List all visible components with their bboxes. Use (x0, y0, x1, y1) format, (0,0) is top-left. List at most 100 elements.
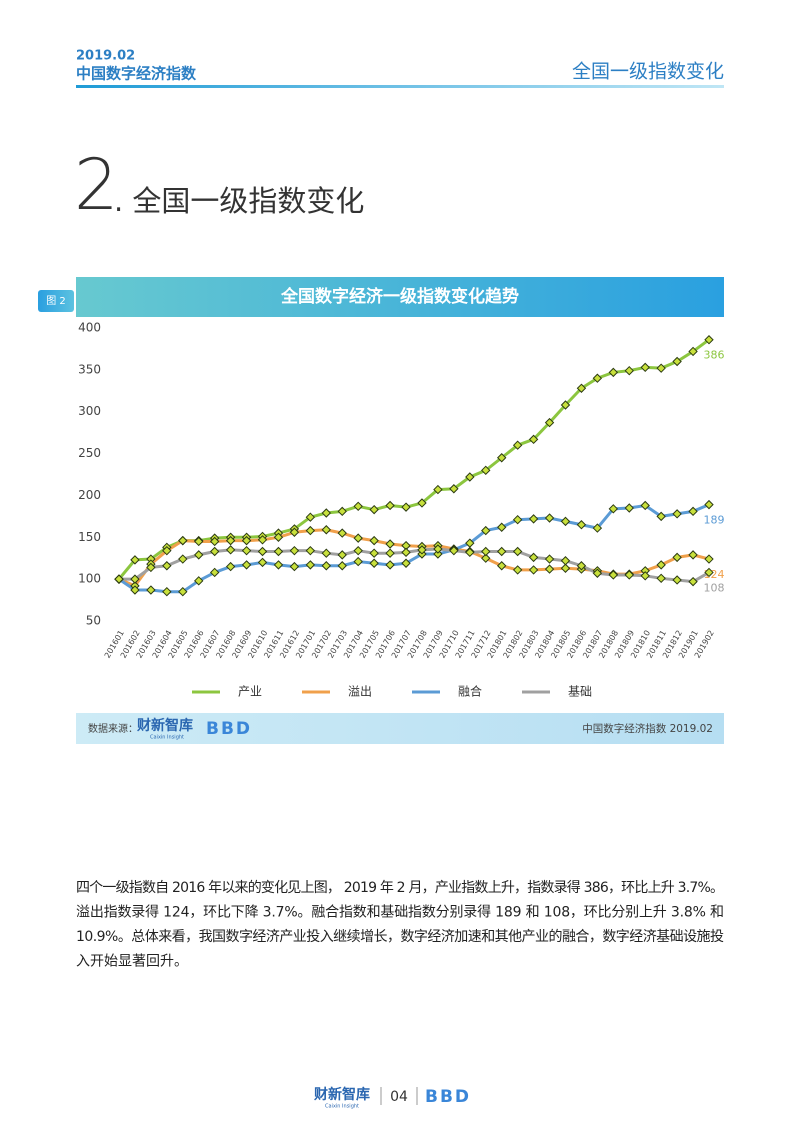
data-point (672, 356, 682, 367)
data-point (528, 514, 539, 524)
data-point (640, 500, 650, 511)
data-point (225, 561, 236, 572)
y-tick-label: 100 (78, 572, 101, 586)
data-point (385, 548, 395, 558)
footer-logo-sub: Caixin Insight (325, 1104, 359, 1110)
data-point (401, 502, 411, 512)
data-point (401, 558, 411, 568)
data-point (704, 499, 714, 510)
data-point (465, 538, 475, 548)
data-point (688, 506, 698, 517)
data-point (146, 585, 156, 595)
data-point (257, 546, 268, 557)
figure-tab (38, 290, 74, 312)
data-point (369, 504, 379, 515)
data-point (369, 548, 379, 558)
data-point (194, 576, 204, 586)
source-bar (76, 713, 724, 744)
data-point (225, 545, 236, 555)
data-point (353, 556, 363, 567)
data-point (624, 570, 634, 580)
data-point (289, 561, 300, 572)
data-point (576, 561, 587, 571)
data-point (417, 498, 427, 508)
y-tick-label: 300 (78, 404, 101, 418)
data-point (481, 553, 491, 563)
data-point (321, 561, 332, 571)
data-point (465, 547, 475, 558)
data-point (130, 555, 140, 565)
data-point (337, 561, 347, 571)
data-point (385, 500, 395, 511)
data-point (528, 552, 539, 563)
end-value-label: 386 (704, 349, 725, 362)
header-section: 全国一级指数变化 (572, 61, 724, 83)
data-point (321, 548, 332, 558)
data-point (576, 383, 587, 393)
data-point (560, 556, 571, 566)
data-point (496, 453, 507, 463)
data-point (385, 560, 395, 570)
data-point (289, 527, 300, 537)
data-point (225, 535, 236, 546)
data-point (688, 576, 698, 587)
data-point (369, 558, 379, 568)
legend-label: 基础 (568, 685, 592, 699)
data-point (512, 514, 523, 525)
data-point (592, 523, 603, 533)
end-value-label: 189 (704, 514, 725, 527)
data-point (496, 522, 507, 532)
end-value-label: 108 (704, 581, 725, 594)
data-point (257, 557, 268, 568)
data-point (178, 586, 188, 597)
data-point (481, 546, 491, 557)
data-point (305, 525, 316, 536)
footer-logo: 财新智库 (313, 1086, 370, 1103)
body-line: 入开始显著回升。 (76, 954, 188, 970)
data-point (592, 568, 603, 578)
body-text: 四个一级指数自 2016 年以来的变化见上图， 2019 年 2 月，产业指数上… (76, 879, 724, 970)
data-point (496, 561, 507, 571)
data-point (369, 535, 379, 546)
y-tick-label: 50 (86, 614, 101, 628)
y-tick-label: 250 (78, 446, 101, 460)
data-point (560, 516, 571, 527)
source-logo-sub: Caixin Insight (150, 735, 184, 741)
data-point (481, 525, 491, 536)
data-point (544, 564, 555, 574)
data-point (337, 550, 347, 560)
data-point (289, 545, 300, 556)
data-point (337, 506, 347, 517)
page-number: 04 (390, 1089, 408, 1105)
data-point (273, 560, 284, 570)
data-point (496, 546, 507, 557)
data-point (656, 560, 666, 570)
data-point (417, 545, 427, 555)
header-report: 中国数字经济指数 (76, 65, 197, 83)
data-point (241, 560, 252, 570)
data-point (305, 560, 316, 570)
data-point (449, 484, 459, 494)
data-point (321, 508, 332, 518)
data-point (146, 562, 156, 573)
data-point (401, 547, 411, 558)
data-point (528, 565, 539, 575)
data-point (688, 550, 698, 560)
data-point (130, 574, 140, 584)
data-point (656, 363, 666, 373)
data-point (209, 546, 220, 557)
data-point (209, 536, 220, 547)
source-logo: 财新智库 (136, 717, 193, 734)
series-line (117, 338, 710, 581)
data-point (385, 539, 395, 549)
data-point (162, 586, 172, 597)
y-tick-label: 200 (78, 488, 101, 502)
data-point (273, 532, 284, 542)
data-point (672, 552, 682, 563)
legend-label: 融合 (458, 684, 482, 699)
data-point (704, 554, 714, 564)
chart-title-bar (76, 277, 724, 317)
data-point (544, 513, 555, 523)
data-point (305, 512, 316, 522)
